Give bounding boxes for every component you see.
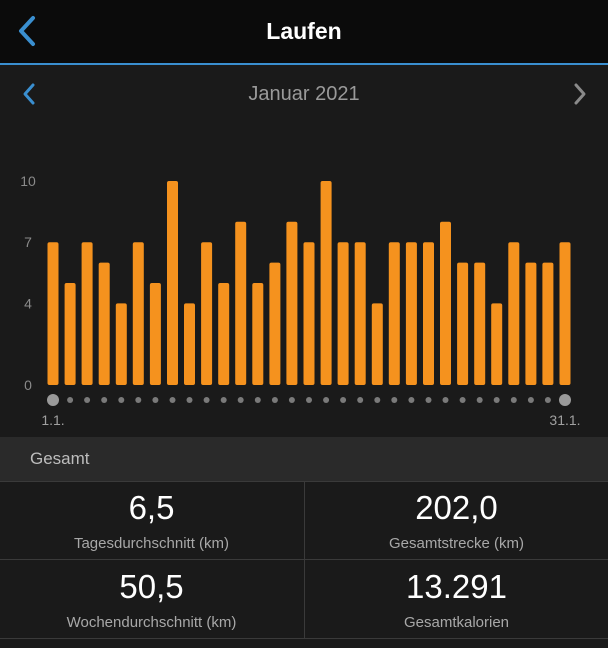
bar[interactable] [167, 181, 178, 385]
day-marker [442, 397, 449, 403]
bar[interactable] [184, 303, 195, 385]
bar[interactable] [235, 221, 247, 385]
day-marker [544, 397, 551, 403]
summary-header: Gesamt [0, 437, 608, 481]
day-marker [67, 397, 74, 403]
day-marker [425, 397, 432, 403]
day-marker [408, 397, 415, 403]
bar[interactable] [218, 283, 230, 385]
day-marker [220, 397, 227, 403]
day-marker [559, 394, 571, 406]
day-marker [101, 397, 108, 403]
day-marker [391, 397, 398, 403]
bar[interactable] [115, 303, 127, 385]
bar[interactable] [98, 262, 110, 385]
stat-value: 50,5 [119, 568, 184, 605]
bar[interactable] [525, 262, 537, 385]
period-selector: Januar 2021 [0, 65, 608, 123]
day-marker [254, 397, 261, 403]
stat-label: Gesamtstrecke (km) [388, 535, 524, 552]
next-month-button[interactable] [567, 81, 591, 107]
stat-daily-average: 6,5 Tagesdurchschnitt (km) [0, 481, 303, 559]
day-marker [493, 397, 500, 403]
day-marker [152, 397, 159, 403]
bar[interactable] [542, 262, 554, 385]
stat-label: Wochendurchschnitt (km) [66, 614, 237, 631]
y-tick-label: 10 [20, 173, 36, 189]
bar[interactable] [47, 242, 59, 385]
y-tick-label: 4 [24, 295, 32, 311]
day-marker [84, 397, 91, 403]
day-marker [510, 397, 517, 403]
day-marker [306, 397, 312, 403]
bar[interactable] [354, 242, 366, 385]
stat-value: 13.291 [406, 568, 507, 605]
day-marker [527, 397, 534, 403]
bar[interactable] [252, 283, 264, 385]
stat-total-calories: 13.291 Gesamtkalorien [305, 560, 608, 638]
bar[interactable] [337, 242, 349, 385]
stat-label: Tagesdurchschnitt (km) [73, 535, 230, 552]
bar[interactable] [440, 221, 451, 385]
page-title: Laufen [266, 18, 342, 44]
day-marker [186, 397, 193, 403]
chevron-left-icon [23, 83, 35, 105]
bar[interactable] [81, 242, 93, 385]
bar[interactable] [474, 262, 486, 385]
bar[interactable] [405, 242, 417, 385]
bar[interactable] [457, 262, 469, 385]
day-marker [271, 397, 278, 403]
bar[interactable] [491, 303, 503, 385]
day-marker [476, 397, 483, 403]
divider [0, 638, 608, 639]
stat-value: 202,0 [415, 489, 498, 526]
summary-stats: 6,5 Tagesdurchschnitt (km) 202,0 Gesamts… [0, 481, 608, 648]
bar[interactable] [64, 283, 76, 385]
stat-value: 6,5 [128, 489, 175, 526]
day-marker [374, 397, 381, 403]
stat-total-distance: 202,0 Gesamtstrecke (km) [305, 481, 608, 559]
day-marker [203, 397, 210, 403]
x-start-label: 1.1. [41, 412, 64, 428]
divider [304, 481, 305, 638]
bar[interactable] [320, 181, 332, 385]
bar[interactable] [303, 242, 315, 385]
bar[interactable] [132, 242, 144, 385]
period-label: Januar 2021 [248, 83, 360, 105]
distance-bar-chart: 10 7 4 0 1.1. 31.1. [20, 173, 580, 428]
bar[interactable] [201, 242, 213, 385]
day-marker [169, 397, 176, 403]
chevron-left-icon [19, 16, 35, 46]
day-marker [357, 397, 364, 403]
bar[interactable] [559, 242, 571, 385]
day-marker [340, 397, 347, 403]
summary-title: Gesamt [30, 449, 90, 468]
day-marker [323, 397, 330, 403]
back-button[interactable] [14, 14, 44, 48]
y-tick-label: 7 [24, 234, 32, 250]
previous-month-button[interactable] [18, 81, 42, 107]
day-marker [459, 397, 466, 403]
y-tick-label: 0 [24, 377, 32, 393]
bar[interactable] [388, 242, 400, 385]
bar[interactable] [508, 242, 520, 385]
stat-label: Gesamtkalorien [403, 614, 510, 631]
bar[interactable] [371, 303, 383, 385]
bar[interactable] [286, 221, 298, 385]
x-end-label: 31.1. [549, 412, 580, 428]
day-marker [135, 397, 142, 403]
chevron-right-icon [574, 83, 586, 105]
day-marker [47, 394, 59, 406]
bar[interactable] [423, 242, 434, 385]
day-marker [237, 397, 244, 403]
bar[interactable] [269, 262, 281, 385]
day-marker [288, 397, 295, 403]
nav-bar: Laufen [0, 0, 608, 65]
day-marker [118, 397, 125, 403]
bar[interactable] [149, 283, 161, 385]
stat-weekly-average: 50,5 Wochendurchschnitt (km) [0, 560, 303, 638]
